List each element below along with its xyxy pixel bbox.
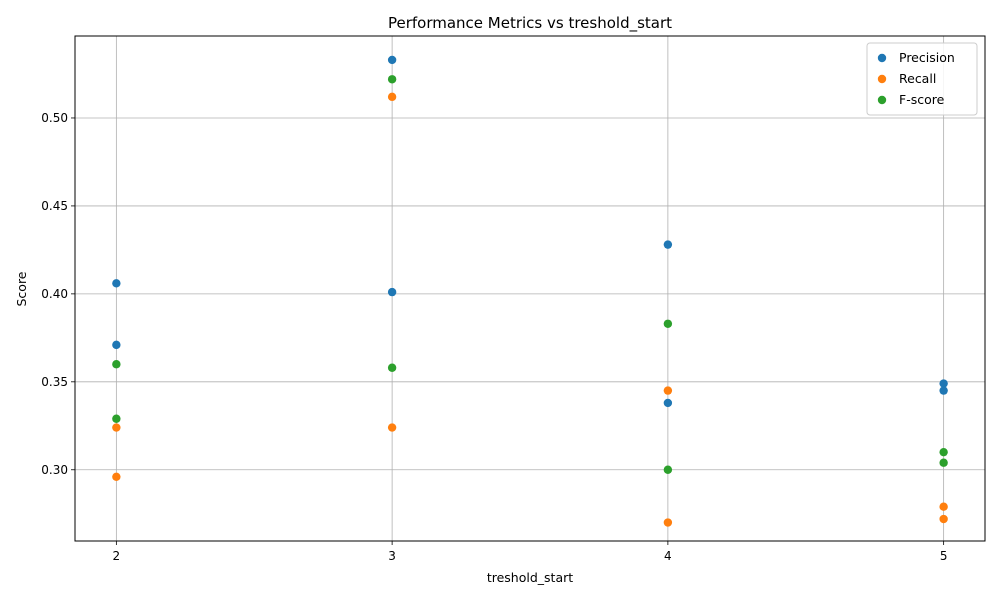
precision-point (939, 379, 948, 388)
f-score-point (663, 465, 673, 474)
x-axis-label: treshold_start (487, 570, 573, 585)
grid-lines (75, 36, 985, 541)
f-score-point (939, 458, 948, 467)
legend-label-f-score: F-score (899, 92, 945, 107)
legend-marker-precision (877, 53, 887, 63)
f-score-point (112, 414, 121, 423)
precision-point (112, 279, 121, 288)
legend: Precision Recall F-score (866, 42, 978, 116)
plot-frame (74, 35, 986, 542)
f-score-point (663, 319, 673, 328)
y-tick-label: 0.40 (41, 287, 68, 301)
recall-point (663, 386, 673, 395)
x-tick-label: 3 (388, 549, 396, 563)
y-tick-label: 0.35 (41, 375, 68, 389)
y-axis-label: Score (14, 271, 29, 306)
precision-point (387, 287, 397, 297)
recall-point (663, 518, 673, 527)
f-score-point (112, 360, 121, 369)
y-tick-label: 0.50 (41, 111, 68, 125)
legend-marker-f-score (877, 95, 887, 105)
legend-box (866, 42, 978, 116)
recall-point (939, 502, 948, 511)
f-score-point (939, 447, 948, 457)
recall-point (939, 514, 948, 524)
precision-point (112, 340, 121, 350)
legend-marker-recall (877, 74, 887, 84)
precision-point (939, 386, 948, 395)
y-tick-label: 0.45 (41, 199, 68, 213)
x-tick-label: 5 (940, 549, 948, 563)
legend-label-precision: Precision (899, 50, 955, 65)
recall-point (112, 472, 121, 481)
f-score-point (387, 363, 397, 372)
axis-ticks: 2 3 4 5 0.30 0.35 0.40 0.45 0.50 (41, 111, 947, 563)
x-tick-label: 4 (664, 549, 672, 563)
f-score-point (387, 75, 397, 84)
precision-point (663, 240, 673, 249)
precision-point (663, 398, 673, 408)
y-tick-label: 0.30 (41, 463, 68, 477)
recall-point (112, 423, 121, 432)
legend-label-recall: Recall (899, 71, 936, 86)
x-tick-label: 2 (113, 549, 121, 563)
precision-point (387, 55, 397, 65)
recall-point (387, 92, 397, 102)
recall-point (387, 423, 397, 432)
chart-title: Performance Metrics vs treshold_start (388, 14, 672, 33)
data-points (112, 55, 948, 527)
